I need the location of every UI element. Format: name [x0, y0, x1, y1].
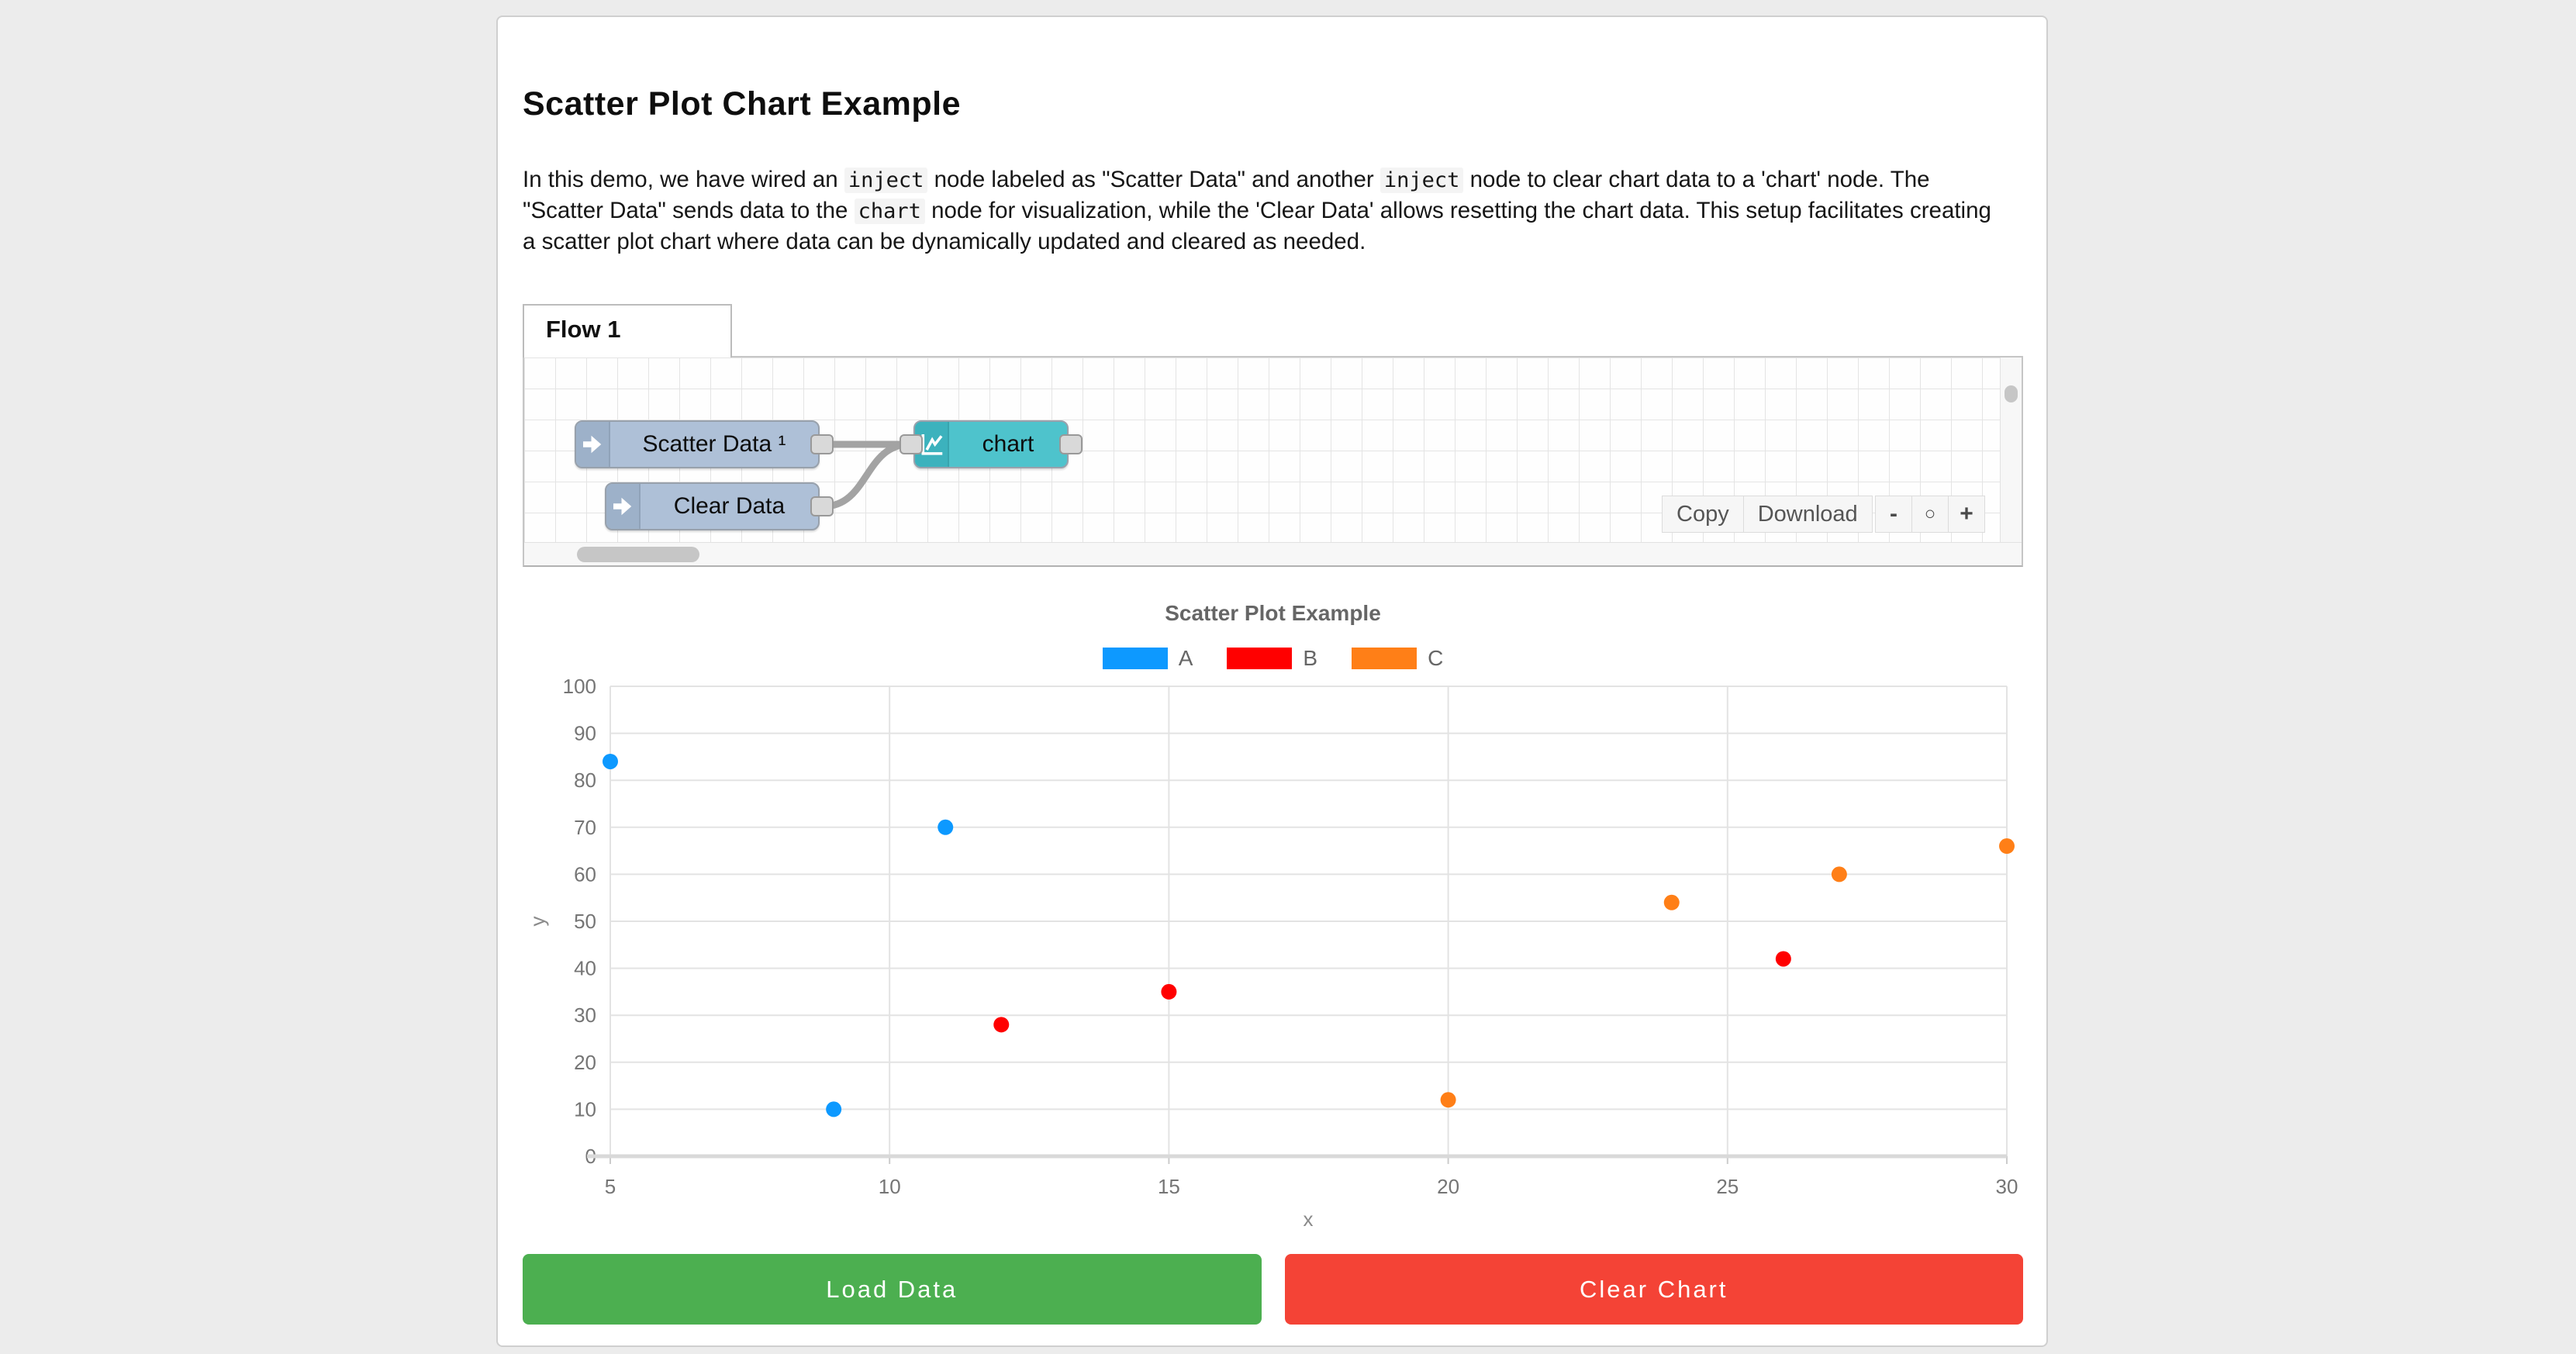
node-label: chart — [982, 431, 1034, 457]
text-segment: node for visualization, while the 'Clear… — [523, 198, 1991, 254]
inline-code: chart — [854, 199, 925, 224]
zoom-out-button[interactable]: - — [1875, 496, 1912, 533]
input-port[interactable] — [900, 434, 923, 454]
legend-label: A — [1178, 646, 1193, 670]
node-label: Clear Data — [673, 493, 786, 519]
chart-title: Scatter Plot Example — [1165, 601, 1381, 625]
line-chart-icon — [921, 433, 943, 455]
inline-code: inject — [1380, 168, 1464, 193]
zoom-reset-button[interactable]: ○ — [1911, 496, 1949, 533]
node-icon-box — [606, 484, 641, 529]
download-button[interactable]: Download — [1742, 496, 1873, 533]
action-buttons-row: Load Data Clear Chart — [523, 1254, 2023, 1325]
x-tick-label: 5 — [605, 1175, 616, 1198]
output-port[interactable] — [810, 434, 834, 454]
y-tick-label: 70 — [574, 816, 596, 839]
horizontal-scrollbar-thumb[interactable] — [577, 547, 699, 562]
node-chart[interactable]: chart — [900, 420, 1083, 468]
legend-item-C[interactable]: C — [1352, 646, 1443, 671]
data-point-C — [1831, 866, 1847, 883]
y-axis-label: y — [526, 917, 549, 927]
scatter-plot-svg: 010203040506070809010051015202530 y x — [526, 675, 2018, 1231]
scatter-chart: 010203040506070809010051015202530 y x Sc… — [523, 587, 2023, 1242]
text-segment: In this demo, we have wired an — [523, 167, 844, 192]
node-icon-box — [576, 422, 610, 467]
flow-canvas[interactable]: Scatter Data ¹ Clear Data — [523, 356, 2023, 567]
x-tick-label: 30 — [1996, 1175, 2018, 1198]
y-tick-label: 100 — [563, 675, 596, 698]
inject-arrow-icon — [583, 435, 602, 454]
legend-swatch — [1352, 648, 1417, 669]
legend-label: C — [1428, 646, 1444, 670]
output-port[interactable] — [1059, 434, 1083, 454]
page-title: Scatter Plot Chart Example — [523, 85, 962, 123]
flow-toolbar: Copy Download — [1662, 496, 1873, 533]
node-label: Scatter Data ¹ — [642, 431, 786, 457]
y-tick-label: 30 — [574, 1003, 596, 1027]
flow-tab[interactable]: Flow 1 — [523, 304, 732, 357]
y-tick-label: 50 — [574, 910, 596, 933]
legend-swatch — [1102, 648, 1168, 669]
legend-label: B — [1303, 646, 1318, 670]
y-tick-label: 60 — [574, 862, 596, 886]
data-point-C — [1999, 838, 2015, 855]
intro-paragraph: In this demo, we have wired an inject no… — [523, 164, 2002, 257]
y-tick-label: 80 — [574, 769, 596, 792]
data-point-C — [1440, 1092, 1456, 1108]
zoom-controls: - ○ + — [1875, 496, 1985, 533]
vertical-scrollbar[interactable] — [2000, 357, 2022, 542]
y-tick-label: 10 — [574, 1097, 596, 1121]
data-point-A — [603, 753, 618, 769]
x-axis-label: x — [1304, 1207, 1314, 1231]
legend-swatch — [1227, 648, 1293, 669]
x-tick-label: 20 — [1437, 1175, 1459, 1198]
node-scatter-data[interactable]: Scatter Data ¹ — [575, 420, 834, 468]
text-segment: node to clear chart data to a 'chart' no… — [523, 167, 1930, 223]
chart-legend: A B C — [523, 646, 2023, 671]
content-card: Scatter Plot Chart Example In this demo,… — [496, 16, 2048, 1347]
text-segment: node labeled as "Scatter Data" and anoth… — [927, 167, 1380, 192]
x-tick-label: 25 — [1716, 1175, 1739, 1198]
y-tick-label: 40 — [574, 957, 596, 980]
clear-chart-button[interactable]: Clear Chart — [1284, 1254, 2023, 1325]
flow-tab-label: Flow 1 — [546, 315, 621, 343]
node-clear-data[interactable]: Clear Data — [605, 482, 834, 530]
data-point-A — [938, 819, 954, 835]
x-tick-label: 15 — [1158, 1175, 1180, 1198]
inject-arrow-icon — [613, 497, 632, 516]
zoom-in-button[interactable]: + — [1948, 496, 1985, 533]
inline-code: inject — [844, 168, 928, 193]
horizontal-scrollbar[interactable] — [524, 542, 2022, 565]
plot-generated: 010203040506070809010051015202530 — [563, 675, 2018, 1198]
legend-item-B[interactable]: B — [1227, 646, 1317, 671]
copy-button[interactable]: Copy — [1662, 496, 1744, 533]
x-tick-label: 10 — [879, 1175, 901, 1198]
data-point-C — [1663, 894, 1680, 910]
data-point-B — [1775, 951, 1791, 967]
load-data-button[interactable]: Load Data — [523, 1254, 1262, 1325]
data-point-B — [993, 1017, 1010, 1033]
data-point-B — [1161, 983, 1177, 1000]
vertical-scrollbar-thumb[interactable] — [2005, 385, 2018, 402]
output-port[interactable] — [810, 496, 834, 516]
data-point-A — [826, 1101, 842, 1117]
y-tick-label: 90 — [574, 722, 596, 745]
y-tick-label: 20 — [574, 1051, 596, 1074]
legend-item-A[interactable]: A — [1102, 646, 1193, 671]
